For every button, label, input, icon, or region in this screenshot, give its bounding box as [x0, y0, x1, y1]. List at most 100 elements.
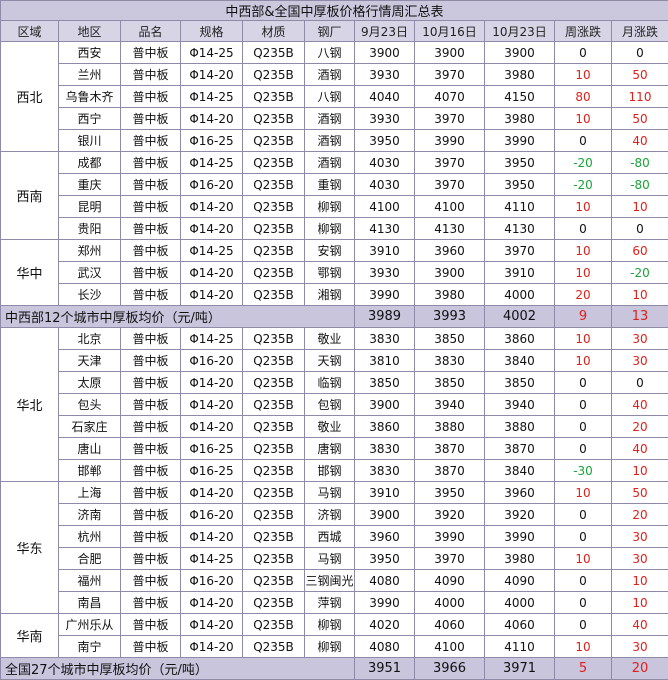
column-header: 规格: [181, 21, 243, 42]
product-cell: 普中板: [121, 394, 181, 416]
product-cell: 普中板: [121, 196, 181, 218]
price-oct16-cell: 3970: [415, 64, 485, 86]
spec-cell: Φ14-20: [181, 614, 243, 636]
city-cell: 福州: [59, 570, 121, 592]
monthly-change-cell: 20: [612, 416, 668, 438]
price-oct16-cell: 3920: [415, 504, 485, 526]
spec-cell: Φ14-20: [181, 636, 243, 658]
price-oct16-cell: 4100: [415, 196, 485, 218]
city-cell: 南昌: [59, 592, 121, 614]
weekly-change-cell: 10: [555, 328, 612, 350]
product-cell: 普中板: [121, 372, 181, 394]
weekly-change-cell: -20: [555, 174, 612, 196]
city-cell: 郑州: [59, 240, 121, 262]
price-oct23-cell: 4110: [485, 196, 555, 218]
average-label: 全国27个城市中厚板均价（元/吨）: [1, 658, 355, 680]
material-cell: Q235B: [243, 548, 305, 570]
avg-price-oct23: 3971: [485, 658, 555, 680]
monthly-change-cell: -80: [612, 174, 668, 196]
weekly-change-cell: 0: [555, 592, 612, 614]
spec-cell: Φ16-25: [181, 130, 243, 152]
mill-cell: 三钢闽光: [305, 570, 355, 592]
price-oct16-cell: 4060: [415, 614, 485, 636]
city-cell: 武汉: [59, 262, 121, 284]
spec-cell: Φ14-20: [181, 592, 243, 614]
spec-cell: Φ14-20: [181, 372, 243, 394]
price-sep23-cell: 3850: [355, 372, 415, 394]
material-cell: Q235B: [243, 86, 305, 108]
avg-price-sep23: 3989: [355, 306, 415, 328]
avg-price-oct16: 3993: [415, 306, 485, 328]
price-oct16-cell: 3850: [415, 372, 485, 394]
mill-cell: 酒钢: [305, 64, 355, 86]
price-oct23-cell: 3880: [485, 416, 555, 438]
city-cell: 天津: [59, 350, 121, 372]
price-oct23-cell: 4150: [485, 86, 555, 108]
price-oct16-cell: 3870: [415, 438, 485, 460]
mill-cell: 柳钢: [305, 196, 355, 218]
material-cell: Q235B: [243, 570, 305, 592]
price-oct16-cell: 3870: [415, 460, 485, 482]
price-oct16-cell: 3980: [415, 284, 485, 306]
city-cell: 兰州: [59, 64, 121, 86]
material-cell: Q235B: [243, 482, 305, 504]
mill-cell: 鄂钢: [305, 262, 355, 284]
price-oct16-cell: 3970: [415, 152, 485, 174]
price-sep23-cell: 3830: [355, 328, 415, 350]
mill-cell: 酒钢: [305, 130, 355, 152]
city-cell: 乌鲁木齐: [59, 86, 121, 108]
product-cell: 普中板: [121, 64, 181, 86]
spec-cell: Φ14-25: [181, 240, 243, 262]
weekly-change-cell: 10: [555, 240, 612, 262]
price-oct16-cell: 3900: [415, 42, 485, 64]
monthly-change-cell: 30: [612, 548, 668, 570]
material-cell: Q235B: [243, 218, 305, 240]
monthly-change-cell: 110: [612, 86, 668, 108]
region-cell: 西南: [1, 152, 59, 240]
product-cell: 普中板: [121, 328, 181, 350]
material-cell: Q235B: [243, 64, 305, 86]
price-sep23-cell: 3990: [355, 284, 415, 306]
city-cell: 长沙: [59, 284, 121, 306]
material-cell: Q235B: [243, 636, 305, 658]
product-cell: 普中板: [121, 636, 181, 658]
price-sep23-cell: 4040: [355, 86, 415, 108]
material-cell: Q235B: [243, 526, 305, 548]
price-oct16-cell: 3970: [415, 548, 485, 570]
monthly-change-cell: 0: [612, 42, 668, 64]
city-cell: 邯郸: [59, 460, 121, 482]
mill-cell: 临钢: [305, 372, 355, 394]
mill-cell: 柳钢: [305, 636, 355, 658]
avg-weekly-change: 9: [555, 306, 612, 328]
weekly-change-cell: -20: [555, 152, 612, 174]
region-cell: 华东: [1, 482, 59, 614]
price-oct16-cell: 3970: [415, 174, 485, 196]
price-sep23-cell: 3860: [355, 416, 415, 438]
monthly-change-cell: 10: [612, 460, 668, 482]
city-cell: 成都: [59, 152, 121, 174]
price-oct23-cell: 3920: [485, 504, 555, 526]
price-sep23-cell: 4100: [355, 196, 415, 218]
monthly-change-cell: 30: [612, 526, 668, 548]
monthly-change-cell: 0: [612, 218, 668, 240]
product-cell: 普中板: [121, 130, 181, 152]
product-cell: 普中板: [121, 108, 181, 130]
price-oct16-cell: 4070: [415, 86, 485, 108]
spec-cell: Φ14-20: [181, 218, 243, 240]
price-sep23-cell: 3830: [355, 460, 415, 482]
material-cell: Q235B: [243, 196, 305, 218]
price-oct23-cell: 3870: [485, 438, 555, 460]
price-sep23-cell: 3950: [355, 548, 415, 570]
product-cell: 普中板: [121, 42, 181, 64]
city-cell: 上海: [59, 482, 121, 504]
price-sep23-cell: 3930: [355, 64, 415, 86]
price-sep23-cell: 3900: [355, 394, 415, 416]
